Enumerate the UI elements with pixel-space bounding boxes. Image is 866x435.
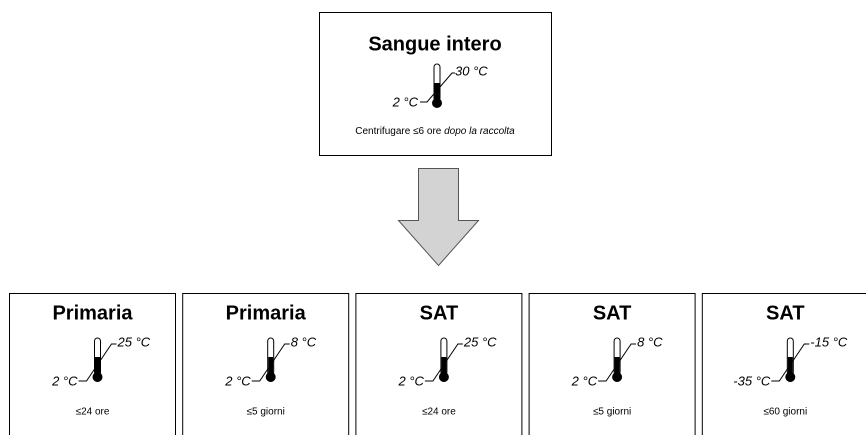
duration: ≤24 ore <box>422 407 456 418</box>
temp-high: 25 °C <box>463 334 497 349</box>
temp-low: 2 °C <box>51 373 78 388</box>
thermometer-mercury <box>95 357 100 375</box>
thermometer-bulb <box>265 372 276 382</box>
temp-high: -15 °C <box>810 334 848 349</box>
storage-box <box>9 293 176 435</box>
duration: ≤24 ore <box>76 407 110 418</box>
storage-box <box>701 293 866 435</box>
temp-high: 8 °C <box>291 334 317 349</box>
arrow <box>397 168 480 267</box>
note-italic: dopo la raccolta <box>444 126 515 137</box>
thermometer-mercury <box>434 83 440 101</box>
range-line <box>598 343 637 382</box>
duration: ≤5 giorni <box>593 407 631 418</box>
box-title: Primaria <box>226 302 307 324</box>
boxes: Primaria Primaria SAT SAT SAT <box>9 293 866 435</box>
range-line <box>424 343 463 382</box>
storage-box <box>528 293 696 435</box>
box-title: Primaria <box>52 302 133 324</box>
temp-low: 2 °C <box>392 94 419 109</box>
temp-high: 25 °C <box>117 334 151 349</box>
box-title: SAT <box>420 302 459 324</box>
storage-box <box>355 293 523 435</box>
thermometer-bulb <box>785 372 796 382</box>
temp-low: 2 °C <box>571 373 598 388</box>
box-title: SAT <box>593 302 632 324</box>
thermometer-mercury <box>787 357 793 375</box>
thermometer-bulb <box>432 98 442 108</box>
thermometer-bulb <box>438 372 449 382</box>
temp-low: -35 °C <box>733 373 771 388</box>
thermometer-mercury <box>268 357 274 375</box>
source-note: Centrifugare ≤6 ore dopo la raccolta <box>355 126 515 137</box>
box-title: SAT <box>766 302 805 324</box>
range-line <box>420 72 455 103</box>
temp-low: 2 °C <box>224 373 251 388</box>
thermometer-bulb <box>92 372 103 382</box>
range-line <box>771 343 810 382</box>
note: Centrifugare ≤6 ore <box>355 126 444 137</box>
range-line <box>78 343 117 382</box>
thermometer-bulb <box>612 372 623 382</box>
range-line <box>251 343 290 382</box>
thermometer-mercury <box>441 357 447 375</box>
source-title: Sangue intero <box>368 33 501 55</box>
temp-high: 8 °C <box>637 334 663 349</box>
duration: ≤5 giorni <box>247 407 285 418</box>
storage-box <box>182 293 350 435</box>
duration: ≤60 giorni <box>763 407 807 418</box>
temp-high: 30 °C <box>455 63 488 78</box>
temp-low: 2 °C <box>397 373 424 388</box>
thermometer-mercury <box>614 357 620 375</box>
